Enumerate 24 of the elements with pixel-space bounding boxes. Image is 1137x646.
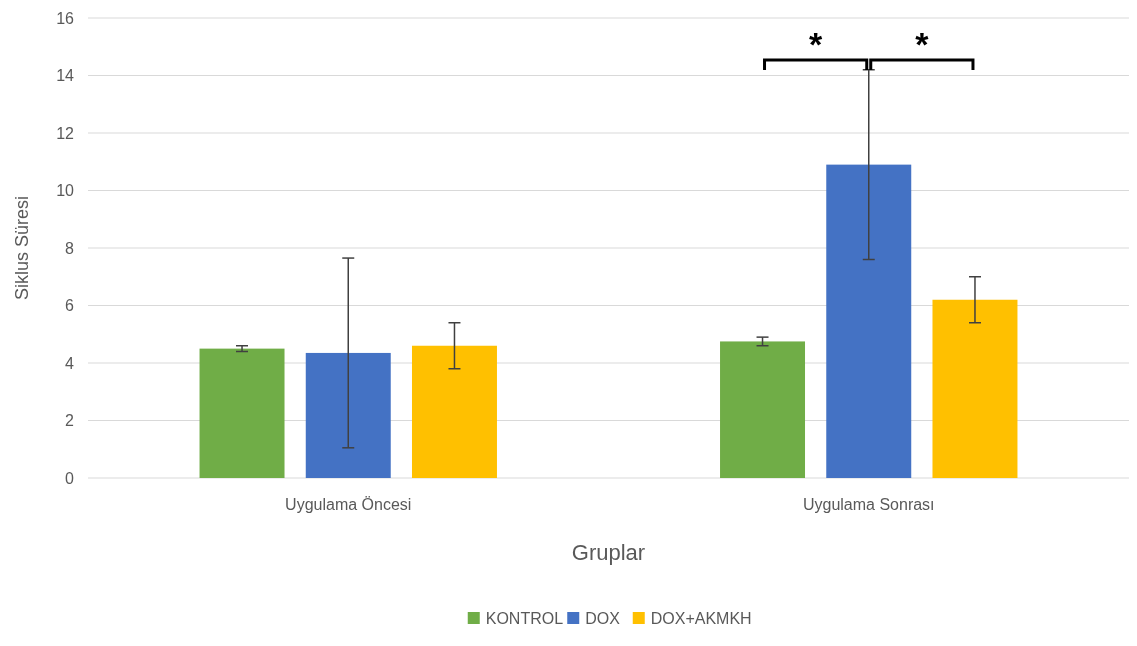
bar <box>826 164 912 478</box>
bar <box>305 352 391 478</box>
legend-label: KONTROL <box>485 609 564 627</box>
y-tick-label: 8 <box>65 239 75 257</box>
y-tick-label: 2 <box>65 412 75 430</box>
annotation: * <box>809 25 824 63</box>
y-axis-title: Siklus Süresi <box>12 195 32 301</box>
y-tick-label: 0 <box>65 469 75 487</box>
y-tick-label: 12 <box>56 124 75 142</box>
bar <box>932 299 1018 478</box>
legend-label: DOX+AKMKH <box>650 609 752 627</box>
annotation: * <box>915 25 930 63</box>
x-axis-title: Gruplar <box>571 540 646 565</box>
y-tick-label: 14 <box>56 67 75 85</box>
bar <box>411 345 497 478</box>
y-tick-label: 16 <box>56 9 75 27</box>
y-tick-label: 4 <box>65 354 75 372</box>
bar <box>199 348 285 478</box>
y-tick-label: 10 <box>56 182 75 200</box>
x-tick-label: Uygulama Öncesi <box>285 496 412 513</box>
legend-label: DOX <box>585 609 621 627</box>
bar <box>720 341 806 478</box>
y-tick-label: 6 <box>65 297 75 315</box>
x-tick-label: Uygulama Sonrası <box>802 496 935 513</box>
